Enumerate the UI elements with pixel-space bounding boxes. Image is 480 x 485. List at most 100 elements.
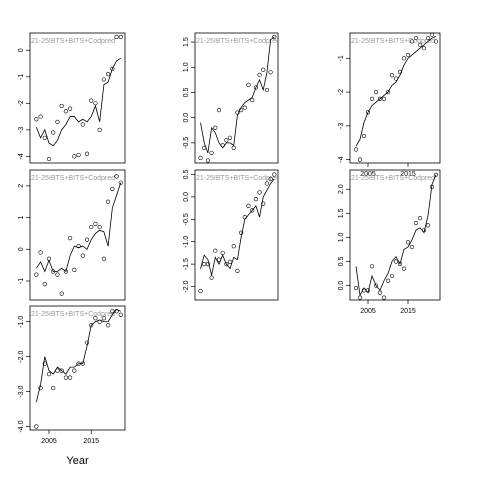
y-tick-label: 1.5 bbox=[338, 208, 345, 218]
data-point bbox=[110, 309, 115, 314]
plot-frame bbox=[29, 169, 126, 301]
data-point bbox=[405, 52, 411, 58]
data-point bbox=[42, 135, 47, 140]
series-line bbox=[355, 36, 437, 147]
x-tick-label: 2015 bbox=[400, 308, 416, 315]
data-point bbox=[246, 82, 251, 87]
panel-title: 21-25IBTS+BITS+Codpred bbox=[196, 38, 280, 45]
data-point bbox=[357, 157, 363, 162]
data-point bbox=[114, 174, 119, 179]
y-tick-label: 1.0 bbox=[183, 62, 190, 72]
data-point bbox=[106, 323, 111, 328]
data-point bbox=[89, 98, 94, 103]
y-tick-label: 0.0 bbox=[183, 192, 190, 202]
data-point bbox=[268, 70, 273, 75]
data-point bbox=[353, 147, 359, 152]
data-point bbox=[224, 262, 229, 267]
y-tick-label: -1 bbox=[18, 74, 25, 80]
data-point bbox=[429, 32, 435, 37]
data-point bbox=[97, 224, 102, 230]
y-tick-label: 1 bbox=[18, 216, 25, 220]
data-point bbox=[68, 106, 73, 111]
y-tick-label: -0.5 bbox=[183, 137, 190, 149]
plot-frame bbox=[194, 32, 279, 164]
data-point bbox=[261, 67, 266, 72]
data-point bbox=[377, 290, 383, 295]
y-tick-label: -4.0 bbox=[18, 420, 25, 432]
series-line bbox=[200, 36, 275, 154]
data-point bbox=[268, 176, 273, 182]
data-point bbox=[242, 105, 247, 110]
data-point bbox=[381, 96, 387, 101]
data-point bbox=[257, 72, 262, 77]
series-line bbox=[35, 309, 121, 403]
data-point bbox=[51, 385, 56, 391]
data-point bbox=[409, 244, 415, 250]
data-point bbox=[93, 101, 98, 106]
y-tick-label: -4 bbox=[18, 153, 25, 159]
panel-title: 21-25IBTS+BITS+Codpred bbox=[351, 38, 435, 45]
data-point bbox=[97, 127, 102, 132]
series-line bbox=[35, 57, 121, 147]
data-point bbox=[425, 35, 431, 41]
data-point bbox=[224, 138, 229, 143]
data-point bbox=[216, 107, 222, 113]
data-point bbox=[385, 278, 391, 283]
data-point bbox=[353, 285, 359, 291]
data-point bbox=[235, 268, 240, 273]
y-tick-label: -1 bbox=[338, 55, 345, 61]
data-point bbox=[59, 291, 64, 296]
x-axis-label: Year bbox=[66, 455, 89, 467]
data-point bbox=[433, 172, 439, 177]
plot-frame bbox=[349, 32, 441, 164]
y-tick-label: -1.0 bbox=[183, 236, 190, 248]
y-tick-label: 2 bbox=[18, 184, 25, 188]
data-point bbox=[272, 172, 277, 177]
data-point bbox=[417, 216, 423, 221]
data-point bbox=[425, 223, 431, 228]
y-tick-label: 0 bbox=[18, 247, 25, 251]
data-point bbox=[373, 283, 379, 288]
data-point bbox=[198, 155, 203, 161]
y-tick-label: -2 bbox=[338, 89, 345, 95]
series-line bbox=[200, 178, 275, 276]
data-point bbox=[38, 114, 43, 119]
data-point bbox=[80, 122, 85, 127]
panel-title: 21-25IBTS+BITS+Codpred bbox=[31, 38, 115, 45]
data-point bbox=[46, 372, 52, 377]
plot-frame bbox=[349, 169, 441, 301]
panel-title: 21-25IBTS+BITS+Codpred bbox=[351, 175, 435, 182]
panel: 21-25IBTS+BITS+Codpred -4 -3 -2 -1 0 bbox=[18, 32, 126, 164]
data-point bbox=[401, 56, 407, 61]
x-tick-label: 2005 bbox=[41, 438, 57, 445]
data-point bbox=[239, 230, 244, 235]
plot-frame bbox=[194, 169, 279, 301]
data-point bbox=[38, 250, 43, 255]
data-point bbox=[227, 135, 233, 140]
data-point bbox=[72, 267, 77, 272]
data-point bbox=[365, 110, 371, 115]
data-point bbox=[101, 77, 106, 82]
data-point bbox=[413, 35, 419, 41]
data-point bbox=[373, 89, 379, 95]
data-point bbox=[84, 237, 90, 242]
data-point bbox=[84, 151, 90, 156]
data-point bbox=[51, 130, 56, 135]
series-line bbox=[36, 182, 122, 273]
data-point bbox=[34, 117, 39, 122]
data-point bbox=[68, 375, 73, 380]
y-tick-label: -1.0 bbox=[18, 316, 25, 328]
y-tick-label: -3 bbox=[18, 127, 25, 133]
data-point bbox=[401, 266, 407, 271]
data-point bbox=[381, 295, 387, 300]
data-point bbox=[417, 42, 423, 47]
data-point bbox=[110, 186, 115, 192]
data-point bbox=[361, 133, 367, 139]
panel-title: 21-25IBTS+BITS+Codpred bbox=[31, 311, 115, 318]
y-tick-label: 0.0 bbox=[183, 113, 190, 123]
data-point bbox=[76, 152, 81, 158]
y-tick-label: -1 bbox=[18, 278, 25, 284]
data-point bbox=[253, 85, 258, 90]
y-tick-label: 1.0 bbox=[338, 232, 345, 242]
x-tick-label: 2005 bbox=[360, 171, 376, 178]
